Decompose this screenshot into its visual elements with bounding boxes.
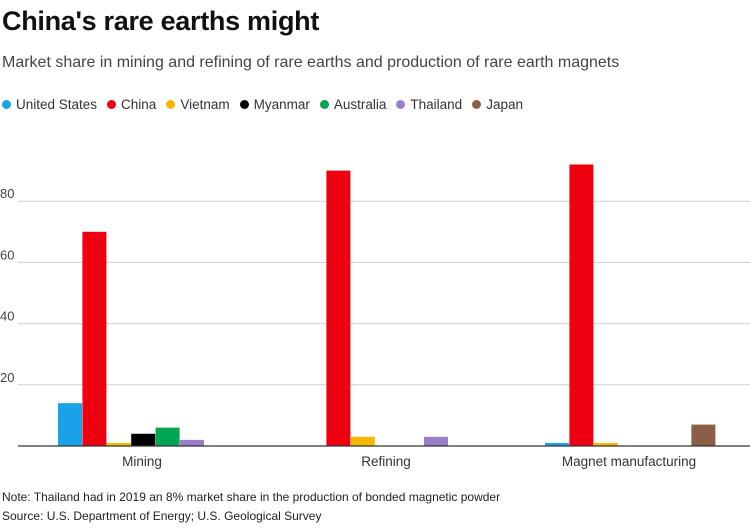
legend-item-vietnam: Vietnam [166, 97, 230, 112]
legend-swatch [472, 100, 482, 109]
bar-vietnam-refining [350, 436, 375, 446]
legend-swatch [107, 100, 117, 109]
chart-legend: United States China Vietnam Myanmar Australi… [2, 97, 533, 112]
legend-swatch [166, 100, 176, 109]
x-tick-label: Magnet manufacturing [562, 454, 696, 469]
legend-item-china: China [107, 97, 156, 112]
legend-item-australia: Australia [319, 97, 387, 112]
bar-united-states-magnet-manufacturing [545, 442, 569, 446]
bar-united-states-mining [58, 403, 82, 446]
bar-myanmar-mining [131, 433, 156, 446]
y-tick-label: 20 [0, 370, 14, 385]
bar-china-refining [326, 170, 351, 446]
bar-vietnam-mining [106, 442, 131, 446]
legend-label: Myanmar [253, 97, 310, 112]
bar-china-mining [82, 231, 107, 446]
bar-vietnam-magnet-manufacturing [593, 442, 618, 446]
x-tick-label: Mining [122, 454, 162, 469]
legend-item-thailand: Thailand [396, 97, 462, 112]
legend-label: Japan [486, 97, 523, 112]
legend-swatch [396, 100, 406, 109]
chart-title: China's rare earths might [2, 6, 320, 36]
chart-note: Note: Thailand had in 2019 an 8% market … [2, 490, 501, 504]
legend-label: China [121, 97, 157, 112]
legend-item-united-states: United States [2, 97, 97, 112]
chart-subtitle: Market share in mining and refining of r… [2, 54, 620, 71]
legend-swatch [319, 100, 329, 109]
bar-thailand-mining [180, 439, 204, 446]
bar-china-magnet-manufacturing [569, 164, 594, 447]
legend-item-myanmar: Myanmar [239, 97, 310, 112]
legend-label: Thailand [410, 97, 463, 112]
legend-swatch [239, 100, 249, 109]
legend-item-japan: Japan [472, 97, 523, 112]
legend-label: Vietnam [180, 97, 230, 112]
y-tick-label: 40 [0, 309, 14, 324]
bar-australia-mining [155, 427, 180, 446]
y-tick-label: 80 [0, 186, 14, 201]
y-tick-label: 60 [0, 247, 14, 262]
legend-swatch [2, 100, 11, 109]
x-tick-label: Refining [361, 454, 411, 469]
chart-source: Source: U.S. Department of Energy; U.S. … [2, 509, 322, 523]
legend-label: Australia [333, 97, 387, 112]
bar-japan-magnet-manufacturing [691, 424, 716, 446]
bar-thailand-refining [424, 436, 448, 446]
legend-label: United States [16, 97, 98, 112]
